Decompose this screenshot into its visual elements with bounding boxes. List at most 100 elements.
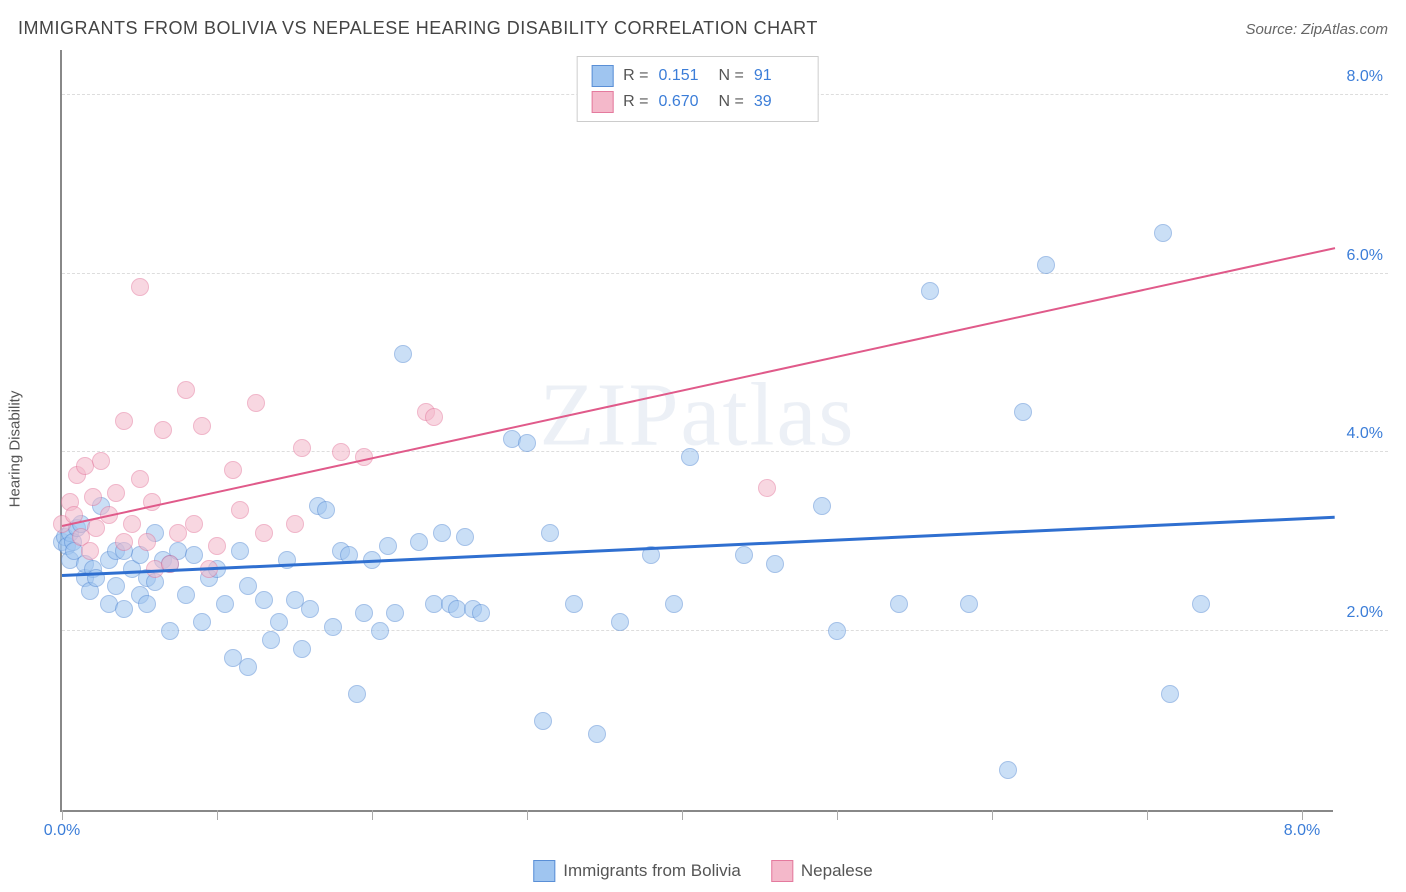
data-point [425, 408, 443, 426]
data-point [177, 586, 195, 604]
x-tick [992, 810, 993, 820]
n-label: N = [719, 67, 744, 85]
data-point [107, 484, 125, 502]
data-point [115, 412, 133, 430]
x-tick [682, 810, 683, 820]
n-label: N = [719, 93, 744, 111]
data-point [92, 452, 110, 470]
data-point [115, 533, 133, 551]
data-point [270, 613, 288, 631]
data-point [394, 345, 412, 363]
data-point [123, 515, 141, 533]
data-point [138, 595, 156, 613]
data-point [193, 417, 211, 435]
y-tick-label: 6.0% [1347, 247, 1383, 265]
legend-label: Nepalese [801, 861, 873, 881]
y-tick-label: 8.0% [1347, 68, 1383, 86]
x-tick [1147, 810, 1148, 820]
gridline-h [62, 630, 1388, 631]
legend-swatch [591, 91, 613, 113]
data-point [324, 618, 342, 636]
data-point [410, 533, 428, 551]
legend-stats-row: R =0.151N =91 [591, 63, 804, 89]
legend-stats: R =0.151N =91R =0.670N =39 [576, 56, 819, 122]
data-point [231, 542, 249, 560]
trendline [62, 247, 1335, 527]
r-label: R = [623, 93, 648, 111]
plot-region: ZIPatlas R =0.151N =91R =0.670N =39 2.0%… [60, 50, 1333, 812]
gridline-h [62, 451, 1388, 452]
x-tick [837, 810, 838, 820]
n-value: 39 [754, 93, 804, 111]
data-point [131, 470, 149, 488]
data-point [534, 712, 552, 730]
data-point [154, 421, 172, 439]
x-tick [62, 810, 63, 820]
data-point [193, 613, 211, 631]
data-point [107, 577, 125, 595]
data-point [216, 595, 234, 613]
data-point [518, 434, 536, 452]
data-point [386, 604, 404, 622]
chart-title: IMMIGRANTS FROM BOLIVIA VS NEPALESE HEAR… [18, 18, 818, 39]
data-point [317, 501, 335, 519]
legend-item: Nepalese [771, 860, 873, 882]
legend-swatch [771, 860, 793, 882]
data-point [379, 537, 397, 555]
data-point [115, 600, 133, 618]
gridline-h [62, 273, 1388, 274]
data-point [293, 439, 311, 457]
data-point [231, 501, 249, 519]
data-point [138, 533, 156, 551]
data-point [1154, 224, 1172, 242]
legend-item: Immigrants from Bolivia [533, 860, 741, 882]
data-point [239, 577, 257, 595]
data-point [185, 515, 203, 533]
x-tick-label: 0.0% [44, 822, 80, 840]
data-point [371, 622, 389, 640]
data-point [255, 524, 273, 542]
data-point [332, 443, 350, 461]
data-point [255, 591, 273, 609]
data-point [1161, 685, 1179, 703]
data-point [890, 595, 908, 613]
data-point [735, 546, 753, 564]
data-point [355, 604, 373, 622]
data-point [185, 546, 203, 564]
trendline [62, 516, 1335, 577]
data-point [766, 555, 784, 573]
data-point [813, 497, 831, 515]
data-point [588, 725, 606, 743]
chart-area: Hearing Disability ZIPatlas R =0.151N =9… [50, 50, 1388, 847]
chart-header: IMMIGRANTS FROM BOLIVIA VS NEPALESE HEAR… [18, 18, 1388, 39]
r-value: 0.151 [659, 67, 709, 85]
data-point [81, 542, 99, 560]
data-point [208, 537, 226, 555]
data-point [131, 278, 149, 296]
chart-source: Source: ZipAtlas.com [1245, 21, 1388, 38]
y-axis-label: Hearing Disability [7, 390, 24, 507]
data-point [665, 595, 683, 613]
data-point [286, 515, 304, 533]
x-tick [1302, 810, 1303, 820]
data-point [84, 488, 102, 506]
x-tick-label: 8.0% [1284, 822, 1320, 840]
data-point [565, 595, 583, 613]
data-point [541, 524, 559, 542]
y-tick-label: 4.0% [1347, 425, 1383, 443]
data-point [921, 282, 939, 300]
data-point [293, 640, 311, 658]
data-point [301, 600, 319, 618]
data-point [161, 622, 179, 640]
data-point [177, 381, 195, 399]
data-point [224, 461, 242, 479]
data-point [1037, 256, 1055, 274]
legend-swatch [591, 65, 613, 87]
legend-stats-row: R = 0.670 N = 39 [591, 89, 804, 115]
data-point [960, 595, 978, 613]
data-point [433, 524, 451, 542]
r-value: 0.670 [659, 93, 709, 111]
x-tick [217, 810, 218, 820]
legend-label: Immigrants from Bolivia [563, 861, 741, 881]
data-point [1192, 595, 1210, 613]
